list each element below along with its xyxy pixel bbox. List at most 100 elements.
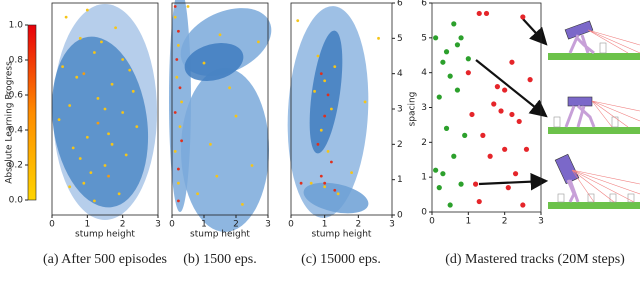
x-axis-label: stump height — [190, 230, 250, 240]
point — [177, 181, 180, 185]
point — [323, 79, 327, 83]
gaussian — [181, 68, 269, 232]
point — [313, 89, 316, 93]
y-tick-label: 2 — [421, 138, 427, 148]
y-tick-label: 1 — [397, 175, 403, 185]
point — [319, 128, 323, 132]
point — [121, 58, 125, 61]
point — [330, 107, 333, 111]
y-tick-label: 0.6 — [9, 91, 24, 101]
point — [447, 202, 453, 208]
point — [299, 181, 303, 185]
point — [451, 21, 457, 27]
point — [451, 153, 457, 159]
x-tick-label: 0 — [288, 220, 294, 230]
point — [326, 150, 330, 153]
point — [326, 93, 330, 97]
point — [443, 49, 450, 55]
y-axis-label: spacing — [408, 92, 418, 127]
point — [121, 111, 125, 114]
y-tick-label: 1 — [421, 173, 427, 183]
point — [177, 29, 180, 33]
plot-frame — [51, 2, 159, 216]
point — [433, 35, 439, 41]
plot-frame — [431, 2, 542, 213]
point — [336, 192, 340, 196]
point — [117, 192, 121, 196]
y-tick-label: 0 — [421, 208, 427, 218]
y-tick-label: 0.0 — [9, 196, 24, 206]
point — [319, 174, 323, 178]
point — [61, 65, 64, 68]
point — [509, 111, 515, 118]
point — [330, 160, 333, 164]
point — [107, 132, 110, 136]
point — [505, 185, 511, 191]
point — [68, 185, 72, 189]
point — [454, 42, 461, 48]
point — [494, 84, 500, 90]
point — [323, 185, 327, 189]
point — [96, 121, 100, 125]
point — [309, 181, 313, 185]
point — [491, 101, 497, 107]
point — [96, 97, 100, 100]
point — [68, 104, 72, 107]
x-tick-label: 3 — [155, 220, 161, 230]
x-tick-label: 0 — [429, 217, 435, 227]
x-tick-label: 1 — [84, 220, 90, 230]
y-tick-label: 2 — [397, 140, 403, 150]
point — [215, 174, 219, 178]
point — [316, 142, 320, 146]
point — [103, 164, 107, 167]
x-axis-label: stump height — [75, 230, 135, 240]
point — [473, 181, 479, 187]
point — [107, 174, 110, 178]
point — [469, 111, 475, 118]
point — [178, 86, 182, 90]
point — [175, 75, 179, 79]
point — [462, 132, 468, 138]
point — [85, 8, 89, 12]
point — [447, 73, 453, 79]
point — [333, 65, 337, 68]
gaussian — [51, 36, 149, 208]
point — [502, 146, 508, 152]
y-tick-label: 1.0 — [9, 21, 24, 31]
point — [180, 100, 184, 104]
gaussian — [303, 182, 369, 214]
point — [173, 15, 177, 19]
caption: (a) After 500 episodes — [43, 252, 167, 267]
point — [350, 171, 353, 175]
point — [173, 111, 177, 114]
y-tick-label: 4 — [397, 69, 403, 79]
y-tick-label: 3 — [397, 105, 403, 115]
point — [454, 87, 461, 93]
point — [363, 100, 367, 104]
point — [523, 146, 530, 152]
point — [124, 153, 128, 157]
point — [316, 54, 320, 58]
point — [82, 181, 86, 185]
point — [458, 35, 464, 41]
point — [296, 19, 300, 23]
x-axis-label: stump height — [312, 230, 372, 240]
point — [186, 5, 190, 8]
x-tick-label: 2 — [120, 220, 126, 230]
y-tick-label: 6 — [397, 0, 403, 9]
point — [85, 135, 89, 139]
point — [71, 146, 75, 150]
x-tick-label: 1 — [201, 220, 207, 230]
point — [218, 33, 222, 37]
x-tick-label: 3 — [389, 220, 395, 230]
point — [377, 36, 380, 40]
point — [512, 171, 519, 177]
point — [483, 10, 490, 17]
y-tick-label: 3 — [421, 103, 427, 113]
point — [209, 142, 212, 146]
point — [228, 86, 232, 90]
point — [178, 125, 182, 129]
caption: (b) 1500 eps. — [183, 252, 257, 267]
point — [509, 59, 515, 65]
